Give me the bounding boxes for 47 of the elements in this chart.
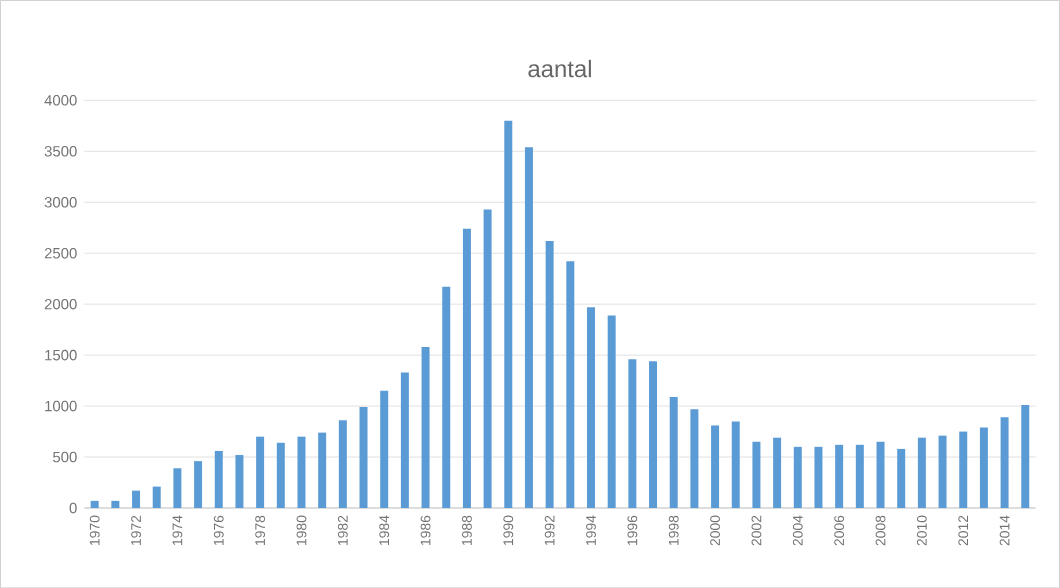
bar — [959, 431, 968, 508]
bar — [835, 444, 844, 508]
bar — [504, 120, 513, 508]
bar — [690, 408, 699, 508]
bar — [524, 147, 533, 508]
bar — [773, 437, 782, 508]
bar — [587, 307, 595, 508]
bar — [462, 228, 471, 508]
bar — [1021, 404, 1030, 508]
bar — [793, 446, 802, 508]
bar — [111, 500, 120, 508]
bar — [649, 361, 658, 508]
bar — [545, 240, 554, 508]
bar — [132, 490, 141, 508]
bar — [235, 454, 244, 508]
bar — [814, 446, 823, 508]
bar — [876, 441, 885, 508]
bar — [483, 209, 492, 508]
bar — [297, 436, 306, 508]
bar — [256, 436, 265, 508]
bar — [359, 406, 368, 508]
bar — [938, 435, 947, 508]
bar — [607, 315, 616, 508]
bar — [194, 460, 203, 508]
bar — [917, 437, 926, 508]
bar — [711, 425, 720, 508]
bar — [276, 442, 285, 508]
bar — [897, 448, 906, 508]
chart-title: aantal — [528, 59, 591, 78]
bar — [214, 450, 223, 508]
bar — [338, 420, 347, 508]
bar — [152, 486, 161, 508]
bar — [318, 432, 327, 508]
bar — [628, 359, 637, 508]
bar — [400, 372, 409, 508]
bar — [731, 421, 740, 508]
bar — [421, 346, 430, 508]
bar — [752, 441, 761, 508]
bar — [669, 396, 678, 508]
bar — [173, 468, 182, 508]
bar — [1000, 417, 1009, 508]
bar — [90, 500, 99, 508]
bar — [855, 444, 864, 508]
bar — [380, 390, 389, 508]
bar — [979, 427, 988, 508]
bar — [566, 261, 575, 508]
bar — [442, 286, 451, 508]
